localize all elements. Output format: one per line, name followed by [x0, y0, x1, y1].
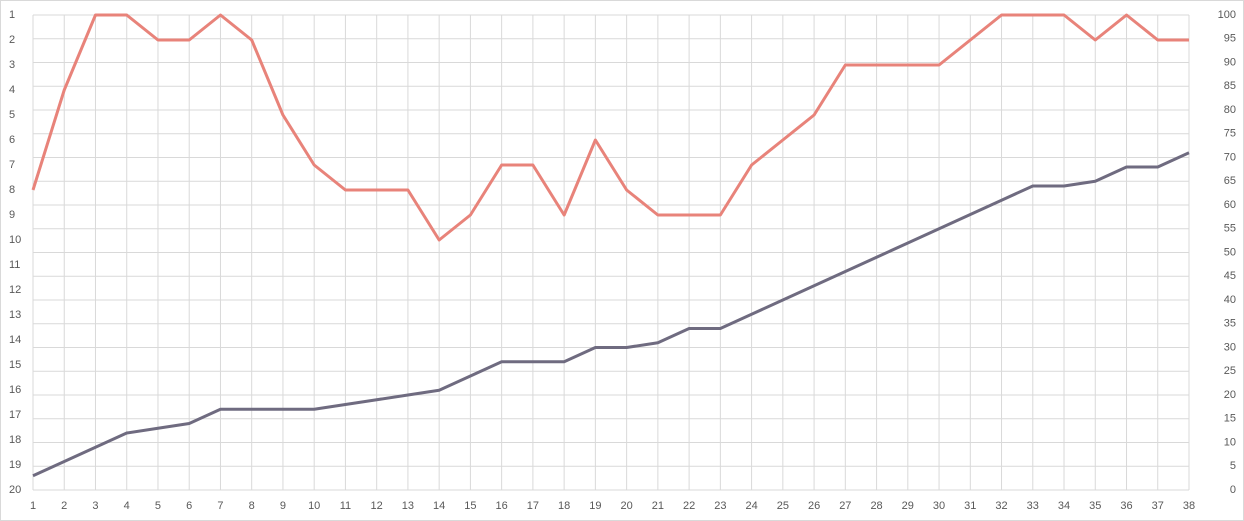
y2-tick-label: 20: [1224, 389, 1236, 401]
y2-tick-label: 90: [1224, 56, 1236, 68]
x-tick-label: 6: [186, 500, 192, 512]
x-tick-label: 21: [652, 500, 664, 512]
x-tick-label: 23: [714, 500, 726, 512]
x-tick-label: 3: [92, 500, 98, 512]
y-tick-label: 11: [9, 259, 20, 271]
x-tick-label: 33: [1027, 500, 1039, 512]
y2-tick-label: 80: [1224, 104, 1236, 116]
y-tick-label: 16: [9, 384, 21, 396]
x-tick-label: 2: [61, 500, 67, 512]
y-tick-label: 7: [9, 159, 15, 171]
x-tick-label: 7: [217, 500, 223, 512]
x-tick-label: 1: [30, 500, 36, 512]
y-tick-label: 1: [9, 9, 15, 21]
x-tick-label: 13: [402, 500, 414, 512]
x-tick-label: 16: [496, 500, 508, 512]
x-tick-label: 5: [155, 500, 161, 512]
x-tick-label: 18: [558, 500, 570, 512]
y2-tick-label: 75: [1224, 128, 1236, 140]
x-tick-label: 26: [808, 500, 820, 512]
y-tick-label: 5: [9, 109, 15, 121]
y2-tick-label: 0: [1230, 484, 1236, 496]
x-tick-label: 17: [527, 500, 539, 512]
x-tick-label: 11: [340, 500, 351, 512]
y2-tick-label: 15: [1224, 413, 1236, 425]
x-tick-label: 12: [371, 500, 383, 512]
x-tick-label: 38: [1183, 500, 1195, 512]
x-tick-label: 22: [683, 500, 695, 512]
y2-tick-label: 30: [1224, 341, 1236, 353]
x-tick-label: 4: [124, 500, 130, 512]
y-tick-label: 8: [9, 184, 15, 196]
y2-tick-label: 100: [1218, 9, 1236, 21]
x-tick-label: 19: [589, 500, 601, 512]
y-tick-label: 14: [9, 334, 21, 346]
y-tick-label: 19: [9, 459, 21, 471]
x-tick-label: 35: [1089, 500, 1101, 512]
x-tick-label: 30: [933, 500, 945, 512]
x-tick-label: 25: [777, 500, 789, 512]
x-tick-label: 32: [995, 500, 1007, 512]
x-tick-label: 20: [620, 500, 632, 512]
x-tick-label: 29: [902, 500, 914, 512]
y2-tick-label: 10: [1224, 436, 1236, 448]
x-tick-label: 24: [745, 500, 757, 512]
y-tick-label: 10: [9, 234, 21, 246]
y-tick-label: 2: [9, 34, 15, 46]
y2-tick-label: 60: [1224, 199, 1236, 211]
x-tick-label: 15: [464, 500, 476, 512]
y-tick-label: 12: [9, 284, 21, 296]
y-tick-label: 3: [9, 59, 15, 71]
x-tick-label: 28: [870, 500, 882, 512]
y2-tick-label: 50: [1224, 246, 1236, 258]
y-tick-label: 4: [9, 84, 15, 96]
y2-tick-label: 65: [1224, 175, 1236, 187]
x-tick-label: 36: [1120, 500, 1132, 512]
y2-tick-label: 45: [1224, 270, 1236, 282]
y2-tick-label: 55: [1224, 223, 1236, 235]
y-tick-label: 20: [9, 484, 21, 496]
x-tick-label: 27: [839, 500, 851, 512]
y2-tick-label: 95: [1224, 33, 1236, 45]
x-tick-label: 8: [249, 500, 255, 512]
y-tick-label: 9: [9, 209, 15, 221]
x-tick-label: 10: [308, 500, 320, 512]
x-tick-label: 31: [964, 500, 976, 512]
y-tick-label: 17: [9, 409, 21, 421]
line-series: [32, 151, 1190, 478]
y-tick-label: 6: [9, 134, 15, 146]
y-tick-label: 18: [9, 434, 21, 446]
x-tick-label: 9: [280, 500, 286, 512]
line-series: [31, 13, 1189, 242]
x-tick-label: 34: [1058, 500, 1070, 512]
x-tick-label: 37: [1152, 500, 1164, 512]
y2-tick-label: 5: [1230, 460, 1236, 472]
y-tick-label: 13: [9, 309, 21, 321]
x-tick-label: 14: [433, 500, 445, 512]
y2-tick-label: 40: [1224, 294, 1236, 306]
y2-tick-label: 70: [1224, 151, 1236, 163]
y2-tick-label: 35: [1224, 318, 1236, 330]
y2-tick-label: 25: [1224, 365, 1236, 377]
y-tick-label: 15: [9, 359, 21, 371]
y2-tick-label: 85: [1224, 80, 1236, 92]
